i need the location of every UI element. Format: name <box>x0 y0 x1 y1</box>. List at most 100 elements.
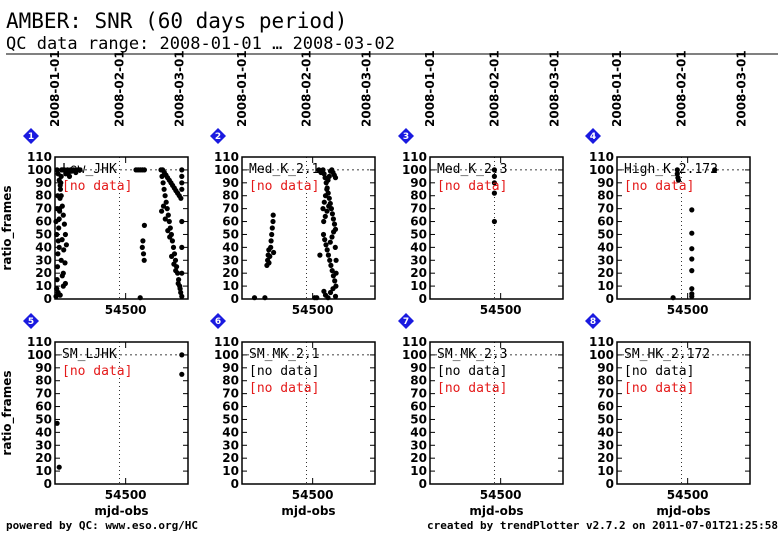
data-point <box>175 280 181 287</box>
y-tick-label: 0 <box>231 292 239 306</box>
y-tick-label: 70 <box>35 202 52 216</box>
panel-1: 1 2008-01-01 2008-02-01 2008-03-01 010203040… <box>0 50 189 317</box>
plot-frame <box>429 156 564 300</box>
y-tick-label: 10 <box>35 464 52 478</box>
y-tick-label: 70 <box>35 387 52 401</box>
data-point <box>329 211 335 217</box>
data-point <box>176 277 182 283</box>
plot-frame <box>241 341 376 485</box>
data-point <box>169 238 175 244</box>
date-marker-label: 2008-03-01 <box>548 50 562 127</box>
data-point <box>491 218 497 225</box>
data-point <box>326 203 332 209</box>
data-point <box>322 237 328 243</box>
data-point <box>54 264 61 270</box>
date-marker-label: 2008-01-01 <box>235 50 249 127</box>
plot-frame <box>54 156 189 300</box>
data-point <box>689 268 695 274</box>
y-tick-label: 30 <box>222 253 239 267</box>
data-point <box>326 195 332 201</box>
date-marker-label: 2008-01-01 <box>610 50 624 127</box>
data-point <box>77 167 83 173</box>
y-tick-label: 70 <box>597 387 614 401</box>
data-point <box>56 225 62 231</box>
data-point <box>53 293 59 299</box>
data-point <box>159 208 165 214</box>
y-tick-label: 20 <box>597 451 614 465</box>
data-point <box>57 208 63 214</box>
panel-badge-icon <box>23 128 39 144</box>
y-tick-label: 0 <box>606 477 614 491</box>
data-point <box>139 244 145 250</box>
y-tick-label: 90 <box>222 176 239 190</box>
y-tick-label: 60 <box>410 400 427 414</box>
y-tick-label: 0 <box>231 477 239 491</box>
data-point <box>56 464 62 470</box>
data-point <box>330 286 336 292</box>
plot-frame <box>616 156 751 300</box>
y-tick-label: 110 <box>214 150 239 164</box>
y-tick-label: 20 <box>222 451 239 465</box>
panel-2: 2 2008-01-01 2008-02-01 2008-03-01 010203040… <box>210 50 376 317</box>
data-point <box>61 221 67 227</box>
y-tick-label: 90 <box>410 176 427 190</box>
y-tick-label: 70 <box>222 387 239 401</box>
y-tick-label: 20 <box>410 266 427 280</box>
panel-badge-number: 2 <box>215 132 221 142</box>
data-point <box>689 286 695 292</box>
y-tick-label: 110 <box>402 150 427 164</box>
y-tick-label: 50 <box>410 227 427 241</box>
data-point <box>689 291 695 297</box>
y-tick-label: 70 <box>222 202 239 216</box>
date-marker-label: 2008-03-01 <box>735 50 749 127</box>
y-tick-label: 80 <box>35 374 52 388</box>
panel-label: SM_LJHK <box>62 347 117 362</box>
y-tick-label: 110 <box>214 335 239 349</box>
data-point <box>327 289 334 296</box>
data-point <box>141 222 147 228</box>
x-tick-label: 54500 <box>480 303 522 317</box>
y-tick-label: 20 <box>597 266 614 280</box>
y-tick-label: 50 <box>597 412 614 426</box>
data-point <box>179 371 185 377</box>
data-point <box>173 268 179 274</box>
data-point <box>141 257 147 263</box>
panel-badge-icon <box>398 313 414 329</box>
data-point <box>329 268 335 274</box>
x-axis-label: mjd-obs <box>469 504 523 518</box>
data-point <box>159 173 165 179</box>
data-point <box>137 295 143 301</box>
data-point <box>320 167 326 173</box>
data-point <box>140 238 146 244</box>
no-data-label: [no data] <box>624 179 694 194</box>
panel-badge-number: 7 <box>403 317 409 327</box>
data-point <box>60 212 66 218</box>
panel-badge-icon <box>210 313 226 329</box>
y-tick-label: 50 <box>35 412 52 426</box>
data-point <box>55 193 61 199</box>
data-point <box>270 212 276 218</box>
data-point <box>163 199 169 205</box>
x-tick-label: 54500 <box>480 488 522 502</box>
data-point <box>329 234 335 240</box>
data-point <box>166 218 172 225</box>
data-point <box>141 167 147 173</box>
no-data-label: [no data] <box>437 179 507 194</box>
panel-label: SM_MK_2.3 <box>437 347 507 362</box>
data-point <box>675 177 682 183</box>
date-marker-label: 2008-01-01 <box>48 50 62 127</box>
y-tick-label: 0 <box>44 477 52 491</box>
data-point <box>167 234 173 240</box>
data-point <box>320 231 327 238</box>
data-point <box>57 182 63 188</box>
y-tick-label: 80 <box>410 189 427 203</box>
y-tick-label: 100 <box>589 348 614 362</box>
data-point <box>331 221 338 227</box>
y-tick-label: 0 <box>419 292 427 306</box>
panel-label: High_K_2.172 <box>624 162 718 177</box>
no-data-label: [no data] <box>62 364 132 379</box>
y-tick-label: 90 <box>597 176 614 190</box>
data-point <box>55 251 61 257</box>
data-point <box>59 273 65 279</box>
y-tick-label: 110 <box>27 335 52 349</box>
